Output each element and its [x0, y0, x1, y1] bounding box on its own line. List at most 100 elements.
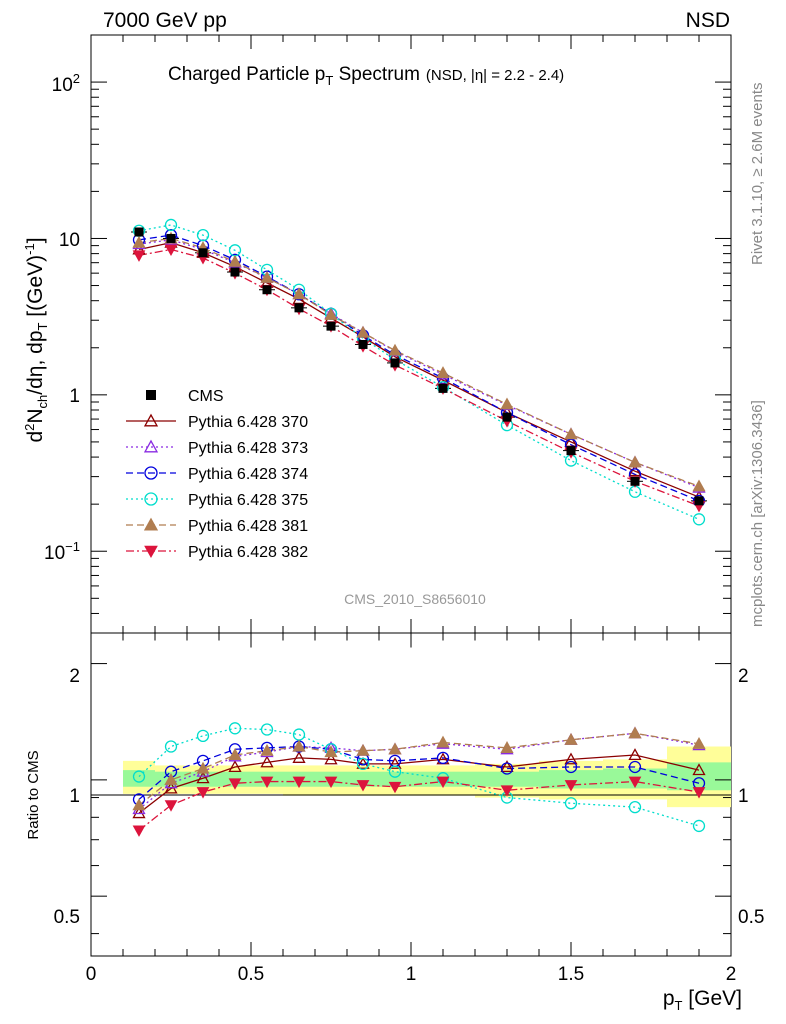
ratio-band-green	[123, 770, 155, 787]
ratio-band-green	[347, 771, 379, 787]
y-tick-label-main: 10−1	[44, 539, 80, 564]
header-right: NSD	[686, 9, 730, 32]
ratio-point-p375	[228, 722, 242, 735]
y-tick-label-ratio: 0.5	[54, 907, 80, 928]
legend-label-p375: Pythia 6.428 375	[188, 492, 308, 509]
ratio-point-p381	[196, 761, 210, 774]
ratio-point-p374	[436, 751, 450, 765]
series-point-p381	[356, 325, 370, 338]
ratio-point-p381	[436, 735, 450, 748]
title-main-sub: T	[325, 73, 333, 88]
plot-title: Charged Particle pT Spectrum (NSD, |η| = …	[168, 64, 564, 88]
data-point-cms	[326, 321, 336, 331]
ratio-point-p375	[196, 729, 210, 743]
ratio-point-p375	[628, 800, 642, 814]
ratio-point-p370	[628, 748, 642, 761]
data-point-cms	[262, 285, 272, 295]
series-point-p381	[500, 397, 514, 410]
data-point-cms	[566, 446, 576, 456]
ratio-line-p373	[138, 732, 700, 810]
x-tick-label: 2	[726, 964, 737, 985]
legend-marker-p375	[144, 492, 158, 506]
y-tick-label-ratio-right: 0.5	[738, 907, 764, 928]
ratio-point-p382	[324, 776, 338, 789]
title-main-tail: Spectrum	[333, 64, 420, 85]
x-tick-label: 1.5	[558, 964, 584, 985]
x-tick-label: 0	[86, 964, 97, 985]
x-axis-label: pT [GeV]	[663, 987, 742, 1013]
ratio-point-p382	[260, 776, 274, 789]
legend-marker-p374	[144, 466, 158, 480]
main-plot-frame	[90, 34, 732, 634]
ratio-point-p382	[564, 780, 578, 792]
data-point-cms	[294, 303, 304, 313]
ratio-point-p381	[292, 739, 306, 752]
series-point-p375	[196, 228, 210, 242]
ratio-point-p381	[228, 748, 242, 761]
series-point-p370	[628, 464, 642, 477]
data-point-cms	[230, 267, 240, 277]
series-line-p375	[138, 224, 700, 520]
y-tick-label-ratio-right: 2	[738, 666, 749, 687]
legend-label-p370: Pythia 6.428 370	[188, 414, 308, 431]
ratio-point-p382	[164, 800, 178, 812]
ratio-point-p381	[164, 773, 178, 785]
ratio-point-p382	[500, 785, 514, 797]
legend-label-p373: Pythia 6.428 373	[188, 440, 308, 457]
series-point-p382	[132, 250, 146, 262]
ratio-band-green	[475, 771, 539, 787]
ratio-point-p370	[356, 757, 370, 769]
data-point-cms	[438, 383, 448, 393]
data-point-cms	[358, 339, 368, 349]
ratio-series-layer	[132, 722, 706, 837]
data-point-cms	[694, 496, 704, 506]
legend-marker-p373	[143, 439, 159, 453]
ratio-point-p381	[500, 741, 514, 753]
ratio-point-p381	[356, 743, 370, 756]
ratio-point-p370	[292, 751, 306, 763]
analysis-id: CMS_2010_S8656010	[344, 591, 486, 607]
series-point-p381	[388, 343, 402, 356]
y-tick-label-ratio: 1	[69, 786, 80, 807]
ratio-point-p381	[564, 732, 578, 745]
ratio-point-p375	[132, 770, 146, 783]
data-point-cms	[630, 476, 640, 486]
ratio-point-p375	[564, 797, 578, 810]
ratio-point-p382	[292, 776, 306, 789]
series-line-p382	[138, 248, 700, 507]
legend-label-p381: Pythia 6.428 381	[188, 518, 308, 535]
series-point-p375	[164, 218, 178, 232]
series-point-p381	[292, 287, 306, 300]
ratio-point-p375	[692, 819, 706, 833]
ratio-band-green	[379, 771, 411, 787]
series-point-p381	[692, 479, 706, 492]
ratio-point-p382	[692, 787, 706, 799]
ratio-point-p370	[132, 806, 146, 819]
ratio-point-p370	[692, 763, 706, 776]
ratio-point-p381	[324, 745, 338, 758]
ratio-point-p374	[500, 762, 514, 775]
y-axis-label-main: d2Nch/dη, dpT [(GeV)-1]	[22, 237, 50, 442]
ratio-point-p375	[388, 765, 402, 778]
ratio-point-p382	[436, 776, 450, 789]
ratio-point-p382	[356, 780, 370, 792]
series-point-p381	[564, 427, 578, 440]
ratio-point-p381	[692, 736, 706, 749]
legend-marker-p381	[143, 517, 159, 531]
ratio-point-p370	[500, 760, 514, 773]
legend-label-p374: Pythia 6.428 374	[188, 466, 308, 483]
rivet-label: Rivet 3.1.10, ≥ 2.6M events	[749, 83, 766, 266]
series-point-p381	[324, 307, 338, 320]
y-tick-label-ratio: 2	[69, 666, 80, 687]
series-point-p381	[628, 455, 642, 468]
ratio-point-p382	[628, 776, 642, 789]
ratio-point-p375	[260, 723, 274, 736]
title-main: Charged Particle p	[168, 64, 325, 85]
ratio-point-p382	[388, 781, 402, 794]
series-line-p370	[138, 241, 700, 498]
y-tick-label-ratio-right: 1	[738, 786, 749, 807]
ratio-point-p375	[356, 757, 370, 771]
ratio-point-p382	[132, 825, 146, 837]
series-point-p381	[228, 254, 242, 267]
ratio-point-p381	[628, 726, 642, 739]
